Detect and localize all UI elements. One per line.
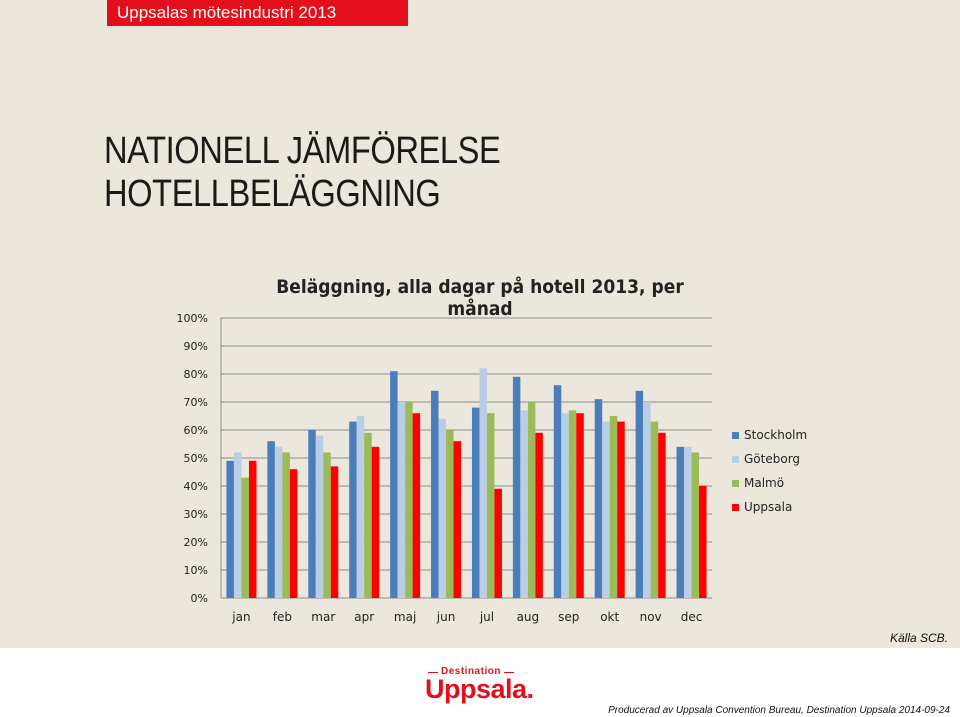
bar-malm-apr [364, 432, 372, 598]
bar-gteborg-mar [315, 435, 324, 598]
bar-malm-jun [446, 430, 454, 598]
bar-stockholm-aug [512, 376, 521, 598]
legend-label: Stockholm [744, 428, 808, 442]
legend-swatch [732, 503, 739, 511]
x-tick-label: jun [436, 610, 456, 624]
bar-gteborg-dec [684, 446, 692, 598]
y-tick-label: 90% [184, 340, 208, 353]
bar-uppsala-okt [617, 421, 625, 598]
legend-label: Uppsala [744, 500, 793, 514]
y-tick-label: 60% [184, 424, 208, 437]
legend-item: Göteborg [732, 447, 807, 471]
bar-malm-nov [650, 421, 659, 598]
bar-stockholm-nov [635, 390, 644, 598]
x-tick-label: aug [517, 610, 540, 624]
bar-stockholm-mar [308, 430, 316, 598]
bar-malm-sep [568, 410, 577, 598]
bar-uppsala-dec [699, 486, 707, 598]
legend-item: Uppsala [732, 495, 807, 519]
bar-malm-jul [486, 413, 495, 598]
legend-item: Malmö [732, 471, 807, 495]
bar-stockholm-okt [594, 399, 603, 598]
y-tick-label: 70% [184, 396, 208, 409]
y-tick-label: 80% [184, 368, 208, 381]
y-tick-label: 20% [184, 536, 208, 549]
bar-malm-okt [609, 416, 618, 598]
bar-uppsala-feb [289, 469, 298, 598]
x-tick-label: dec [681, 610, 703, 624]
y-tick-label: 50% [184, 452, 208, 465]
bar-uppsala-nov [658, 432, 666, 598]
bar-malm-feb [282, 452, 290, 598]
y-tick-label: 40% [184, 480, 208, 493]
legend-swatch [732, 455, 739, 463]
x-tick-label: jan [231, 610, 250, 624]
destination-uppsala-logo: Destination Uppsala. [425, 666, 537, 704]
legend-label: Malmö [744, 476, 785, 490]
bar-stockholm-jun [431, 390, 439, 598]
header-tab: Uppsalas mötesindustri 2013 [107, 0, 408, 26]
bar-gteborg-sep [561, 413, 569, 598]
chart-title: Beläggning, alla dagar på hotell 2013, p… [276, 276, 684, 320]
x-tick-label: maj [394, 610, 416, 624]
bar-gteborg-maj [397, 402, 406, 598]
legend-swatch [732, 479, 739, 487]
x-tick-label: feb [273, 610, 292, 624]
page-title: NATIONELL JÄMFÖRELSE HOTELLBELÄGGNING [104, 130, 501, 215]
x-tick-label: apr [354, 610, 374, 624]
bar-malm-dec [691, 452, 700, 598]
bar-gteborg-jul [479, 368, 487, 598]
bar-gteborg-okt [602, 421, 610, 598]
x-tick-label: okt [600, 610, 619, 624]
x-tick-label: nov [640, 610, 662, 624]
y-tick-label: 100% [177, 312, 208, 325]
bar-uppsala-aug [535, 432, 543, 598]
bar-malm-mar [323, 452, 331, 598]
bar-gteborg-nov [643, 402, 651, 598]
x-tick-label: sep [558, 610, 579, 624]
logo-big-text: Uppsala. [425, 674, 534, 704]
y-tick-label: 30% [184, 508, 208, 521]
bar-gteborg-aug [520, 410, 528, 598]
legend-swatch [732, 431, 739, 439]
bar-stockholm-dec [676, 446, 685, 598]
bar-gteborg-feb [274, 446, 283, 598]
bar-stockholm-sep [553, 385, 562, 598]
bar-gteborg-jan [233, 452, 242, 598]
bar-stockholm-feb [267, 441, 275, 598]
x-tick-label: mar [311, 610, 335, 624]
bar-malm-maj [405, 402, 413, 598]
bar-uppsala-apr [371, 446, 380, 598]
source-note: Källa SCB. [889, 631, 948, 645]
bar-uppsala-jul [494, 488, 502, 598]
bar-malm-jan [241, 477, 249, 598]
bar-stockholm-jul [471, 407, 480, 598]
chart-legend: Stockholm Göteborg Malmö Uppsala [732, 423, 807, 519]
credit-line: Producerad av Uppsala Convention Bureau,… [608, 705, 950, 716]
bar-chart: 0% 10% 20% 30% 40% 50% 60% 70% 80% 90% 100% jan feb m… [177, 312, 712, 624]
bar-stockholm-jan [226, 460, 234, 598]
bar-uppsala-jan [248, 460, 257, 598]
bar-uppsala-sep [576, 413, 584, 598]
x-tick-label: jul [479, 610, 494, 624]
legend-label: Göteborg [744, 452, 801, 466]
bar-malm-aug [527, 402, 536, 598]
bar-gteborg-apr [356, 416, 365, 598]
bar-uppsala-mar [330, 466, 339, 598]
legend-item: Stockholm [732, 423, 807, 447]
bar-stockholm-apr [349, 421, 357, 598]
y-tick-label: 0% [191, 592, 208, 605]
bar-gteborg-jun [438, 418, 447, 598]
logo-small-text: Destination [428, 666, 514, 677]
bar-uppsala-maj [412, 413, 421, 598]
bar-uppsala-jun [453, 441, 462, 598]
y-tick-label: 10% [184, 564, 208, 577]
bar-stockholm-maj [390, 371, 398, 598]
